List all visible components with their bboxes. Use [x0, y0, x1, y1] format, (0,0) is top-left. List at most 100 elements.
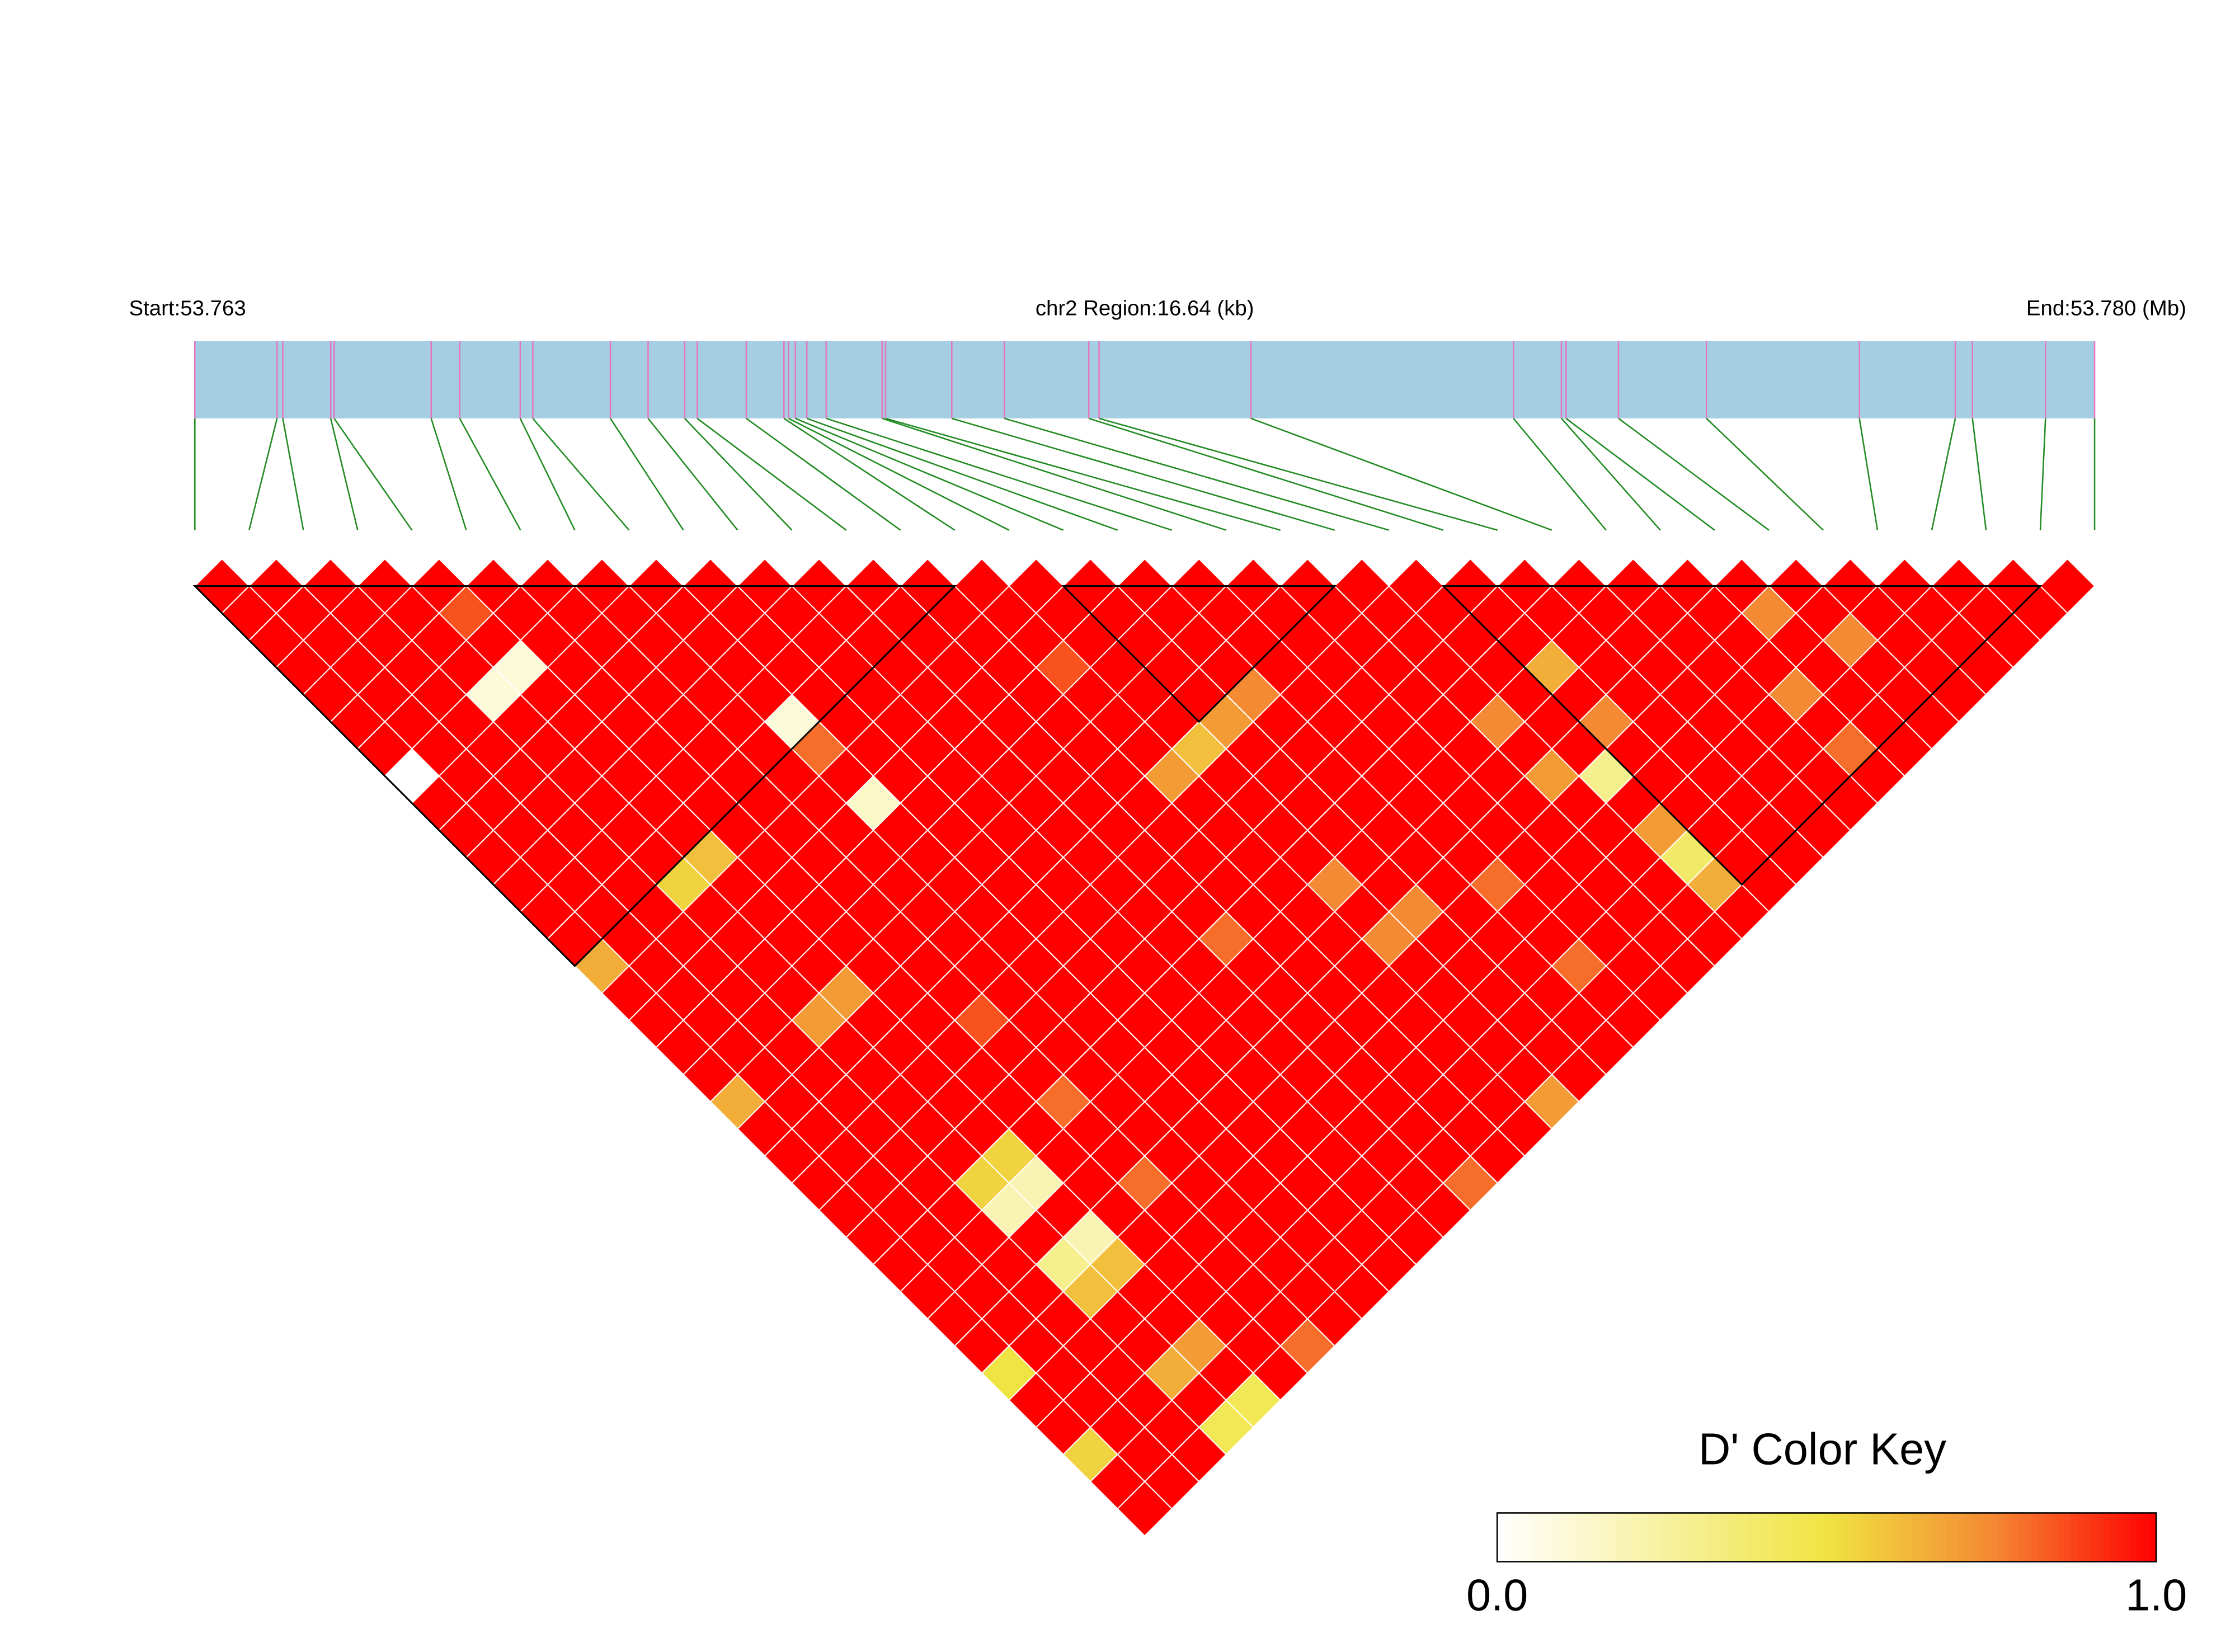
color-key-swatch [1965, 1513, 1973, 1562]
color-key-swatch [1773, 1513, 1781, 1562]
snp-connector [248, 418, 278, 530]
color-key-swatch [2044, 1513, 2052, 1562]
snp-connector [532, 418, 630, 531]
color-key-swatch [2077, 1513, 2085, 1562]
snp-connector [330, 418, 359, 530]
snp-connector [1618, 417, 1770, 531]
color-key-swatch [1747, 1513, 1755, 1562]
color-key-swatch [1662, 1513, 1669, 1562]
snp-connector [1561, 418, 1661, 531]
snp-connector [951, 417, 1335, 531]
color-key-swatch [1497, 1513, 1504, 1562]
snp-connector [746, 417, 901, 531]
color-key-swatch [1543, 1513, 1551, 1562]
snp-connector [430, 418, 467, 531]
color-key-swatch [1932, 1513, 1940, 1562]
color-key-swatch [1872, 1513, 1880, 1562]
color-key-swatch [1925, 1513, 1933, 1562]
color-key-swatch [1945, 1513, 1952, 1562]
color-key-swatch [1971, 1513, 1979, 1562]
color-key-swatch [1905, 1513, 1913, 1562]
color-key-swatch [1984, 1513, 1992, 1562]
snp-connector [788, 417, 1010, 531]
color-key-swatch [1655, 1513, 1663, 1562]
snp-connector [1250, 417, 1552, 531]
color-key-swatch [1503, 1513, 1511, 1562]
color-key-swatch [2071, 1513, 2078, 1562]
color-key-swatch [1734, 1513, 1742, 1562]
color-key-swatch [1721, 1513, 1729, 1562]
color-key-swatch [2011, 1513, 2018, 1562]
snp-connector [647, 418, 738, 531]
color-key-swatch [1681, 1513, 1689, 1562]
color-key-swatch [1556, 1513, 1564, 1562]
color-key-swatch [2083, 1513, 2091, 1562]
color-key-swatch [1675, 1513, 1683, 1562]
color-key-swatch [1602, 1513, 1610, 1562]
color-key-swatch [1833, 1513, 1841, 1562]
color-key-swatch [2064, 1513, 2072, 1562]
snp-connector [885, 417, 1281, 531]
color-key-swatch [1510, 1513, 1518, 1562]
color-key-swatch [1629, 1513, 1636, 1562]
color-key-swatch [2090, 1513, 2098, 1562]
color-key-swatch [1919, 1513, 1926, 1562]
color-key-swatch [1866, 1513, 1874, 1562]
snp-connector [1004, 417, 1390, 531]
color-key-swatch [1741, 1513, 1748, 1562]
color-key-swatch [1550, 1513, 1558, 1562]
snp-connector [610, 418, 684, 531]
color-key-swatch [1563, 1513, 1570, 1562]
color-key-swatch [1635, 1513, 1643, 1562]
color-key-swatch [1688, 1513, 1696, 1562]
color-key-swatch [1998, 1513, 2006, 1562]
color-key-swatch [1899, 1513, 1907, 1562]
snp-connector [783, 417, 956, 531]
color-key-swatch [1827, 1513, 1834, 1562]
color-key-swatch [2130, 1513, 2137, 1562]
color-key-swatch [1912, 1513, 1920, 1562]
color-key-swatch [2005, 1513, 2012, 1562]
color-key-swatch [1860, 1513, 1867, 1562]
color-key-swatch [1780, 1513, 1788, 1562]
snp-connector [1931, 418, 1956, 530]
color-key-swatch [1839, 1513, 1847, 1562]
snp-connector [459, 418, 521, 531]
color-key-swatch [1754, 1513, 1762, 1562]
color-key-swatch [1728, 1513, 1735, 1562]
snp-connector [1088, 417, 1444, 531]
color-key-swatch [2097, 1513, 2104, 1562]
ld-cell [2039, 558, 2096, 614]
color-key-swatch [2031, 1513, 2039, 1562]
ld-block [1061, 585, 1337, 723]
color-key-tick-label: 1.0 [2125, 1570, 2187, 1620]
color-key-swatch [1536, 1513, 1544, 1562]
snp-connector [1858, 418, 1879, 530]
color-key-title: D' Color Key [1698, 1424, 1946, 1474]
snp-connector [333, 418, 413, 531]
snp-connector [1565, 417, 1715, 531]
snp-connector [2039, 418, 2046, 530]
color-key-swatch [1879, 1513, 1887, 1562]
color-key-swatch [1569, 1513, 1577, 1562]
color-key-swatch [2103, 1513, 2111, 1562]
color-key-swatch [1668, 1513, 1676, 1562]
color-key-swatch [1767, 1513, 1775, 1562]
snp-connector [1706, 417, 1824, 531]
snp-connector [826, 417, 1173, 531]
color-key-swatch [2143, 1513, 2151, 1562]
region-bar [195, 341, 2095, 418]
color-key-swatch [1846, 1513, 1854, 1562]
snp-connector [1971, 418, 1987, 530]
color-key-swatch [1622, 1513, 1630, 1562]
color-key-tick-label: 0.0 [1466, 1570, 1528, 1620]
color-key-swatch [2116, 1513, 2124, 1562]
color-key-swatch [1616, 1513, 1623, 1562]
color-key-swatch [1576, 1513, 1584, 1562]
start-label: Start:53.763 [129, 296, 246, 321]
color-key-swatch [2136, 1513, 2144, 1562]
color-key-swatch [2017, 1513, 2025, 1562]
color-key-swatch [2038, 1513, 2045, 1562]
color-key-swatch [1951, 1513, 1959, 1562]
